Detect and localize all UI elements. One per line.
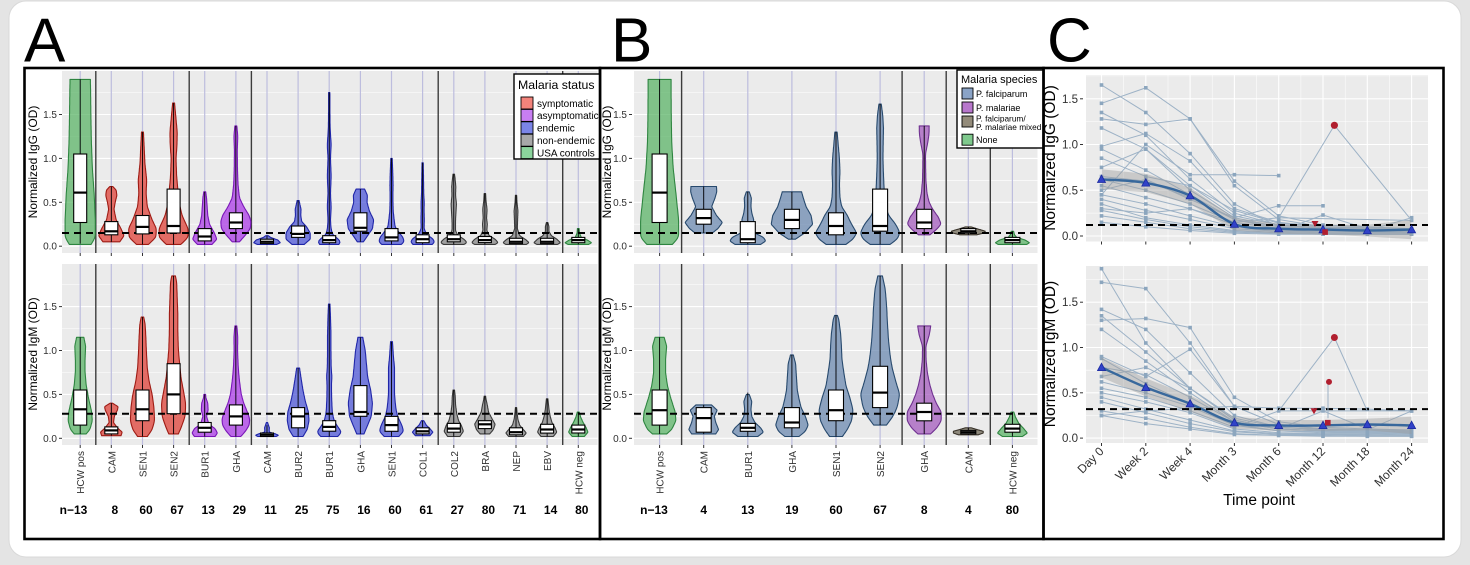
svg-text:0.5: 0.5	[1062, 388, 1078, 400]
svg-text:P. malariae: P. malariae	[976, 103, 1020, 113]
svg-text:11: 11	[264, 503, 277, 517]
svg-text:endemic: endemic	[537, 124, 575, 135]
svg-text:4: 4	[965, 503, 972, 517]
svg-text:1.0: 1.0	[613, 346, 627, 357]
svg-text:Time point: Time point	[1223, 492, 1295, 509]
svg-text:NEP: NEP	[512, 451, 523, 472]
svg-text:1.5: 1.5	[613, 302, 627, 313]
svg-text:BUR1: BUR1	[325, 451, 336, 478]
svg-text:60: 60	[139, 503, 153, 517]
svg-text:1.0: 1.0	[613, 154, 627, 165]
svg-text:4: 4	[700, 503, 707, 517]
svg-text:A: A	[24, 7, 66, 76]
svg-text:BUR2: BUR2	[294, 451, 305, 478]
svg-text:13: 13	[202, 503, 216, 517]
svg-text:0.5: 0.5	[613, 390, 627, 401]
svg-text:P. falciparum: P. falciparum	[976, 89, 1027, 99]
svg-text:0.0: 0.0	[43, 242, 57, 253]
svg-text:SEN1: SEN1	[139, 451, 150, 478]
svg-text:0.0: 0.0	[43, 434, 57, 445]
svg-text:CAM: CAM	[964, 451, 975, 473]
svg-text:60: 60	[829, 503, 843, 517]
svg-text:75: 75	[326, 503, 340, 517]
svg-text:SEN1: SEN1	[388, 451, 399, 478]
svg-text:14: 14	[544, 503, 558, 517]
svg-text:16: 16	[357, 503, 371, 517]
svg-text:Normalized IgG (OD): Normalized IgG (OD)	[600, 106, 614, 219]
svg-text:None: None	[976, 135, 998, 145]
svg-text:71: 71	[513, 503, 527, 517]
svg-text:1.5: 1.5	[1062, 94, 1078, 106]
svg-text:Malaria species: Malaria species	[961, 74, 1038, 86]
svg-text:Malaria status: Malaria status	[518, 78, 595, 92]
svg-text:Normalized IgM (OD): Normalized IgM (OD)	[600, 297, 614, 410]
svg-text:19: 19	[785, 503, 799, 517]
svg-text:SEN2: SEN2	[170, 451, 181, 478]
svg-text:Normalized IgG (OD): Normalized IgG (OD)	[26, 106, 40, 219]
svg-text:EBV: EBV	[543, 451, 554, 471]
svg-text:HCW pos: HCW pos	[76, 451, 87, 494]
svg-text:60: 60	[388, 503, 402, 517]
svg-text:80: 80	[482, 503, 496, 517]
svg-text:8: 8	[111, 503, 118, 517]
svg-text:Normalized IgG (OD): Normalized IgG (OD)	[1042, 85, 1059, 231]
svg-text:non-endemic: non-endemic	[537, 136, 595, 147]
svg-text:symptomatic: symptomatic	[537, 99, 593, 110]
svg-text:P. malariae mixed: P. malariae mixed	[976, 122, 1042, 132]
svg-text:Normalized IgM (OD): Normalized IgM (OD)	[1042, 281, 1059, 427]
svg-text:Normalized IgM (OD): Normalized IgM (OD)	[26, 297, 40, 410]
svg-text:BUR1: BUR1	[201, 451, 212, 478]
svg-text:67: 67	[873, 503, 887, 517]
svg-text:25: 25	[295, 503, 309, 517]
svg-text:P. falciparum/: P. falciparum/	[976, 114, 1026, 124]
svg-text:C: C	[1047, 6, 1092, 75]
svg-text:GHA: GHA	[920, 451, 931, 473]
svg-text:CAM: CAM	[700, 451, 711, 473]
svg-text:27: 27	[451, 503, 465, 517]
svg-text:SEN2: SEN2	[876, 451, 887, 478]
svg-text:GHA: GHA	[356, 451, 367, 473]
svg-text:GHA: GHA	[788, 451, 799, 473]
svg-text:1.5: 1.5	[1062, 297, 1078, 309]
svg-text:0.5: 0.5	[43, 390, 57, 401]
svg-text:0.5: 0.5	[43, 198, 57, 209]
svg-text:0.5: 0.5	[613, 198, 627, 209]
svg-text:0.0: 0.0	[613, 434, 627, 445]
svg-text:COL1: COL1	[419, 451, 430, 478]
svg-text:0.5: 0.5	[1062, 185, 1078, 197]
svg-text:1.0: 1.0	[43, 346, 57, 357]
svg-text:1.0: 1.0	[43, 154, 57, 165]
svg-text:asymptomatic: asymptomatic	[537, 111, 599, 122]
svg-text:CAM: CAM	[263, 451, 274, 473]
svg-text:USA controls: USA controls	[537, 148, 595, 159]
svg-text:80: 80	[575, 503, 589, 517]
svg-text:HCW neg: HCW neg	[574, 451, 585, 494]
svg-text:GHA: GHA	[232, 451, 243, 473]
svg-text:0.0: 0.0	[1062, 231, 1078, 243]
svg-text:COL2: COL2	[450, 451, 461, 478]
svg-text:1.5: 1.5	[43, 110, 57, 121]
svg-text:13: 13	[741, 503, 755, 517]
svg-text:80: 80	[1006, 503, 1020, 517]
svg-text:BUR1: BUR1	[744, 451, 755, 478]
svg-text:1.5: 1.5	[43, 302, 57, 313]
svg-text:CAM: CAM	[107, 451, 118, 473]
svg-text:8: 8	[921, 503, 928, 517]
svg-text:HCW neg: HCW neg	[1008, 451, 1019, 494]
svg-text:61: 61	[419, 503, 433, 517]
svg-text:BRA: BRA	[481, 451, 492, 472]
svg-text:29: 29	[233, 503, 247, 517]
svg-text:n−13: n−13	[60, 503, 88, 517]
svg-text:1.0: 1.0	[1062, 140, 1078, 152]
svg-text:SEN1: SEN1	[832, 451, 843, 478]
svg-text:0.0: 0.0	[1062, 433, 1078, 445]
svg-text:B: B	[611, 6, 652, 75]
svg-text:0.0: 0.0	[613, 242, 627, 253]
svg-text:1.0: 1.0	[1062, 343, 1078, 355]
svg-text:n−13: n−13	[640, 503, 668, 517]
svg-text:1.5: 1.5	[613, 110, 627, 121]
svg-text:HCW pos: HCW pos	[656, 451, 667, 494]
svg-text:67: 67	[170, 503, 184, 517]
